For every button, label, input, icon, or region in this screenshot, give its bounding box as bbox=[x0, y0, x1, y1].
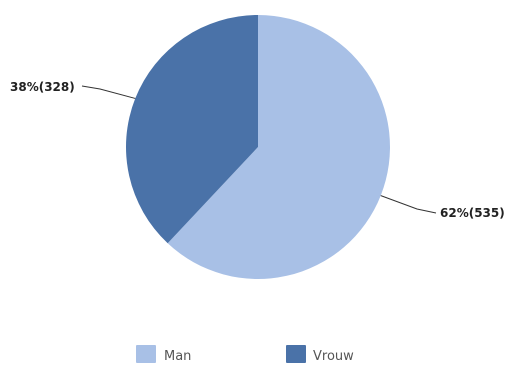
data-label-vrouw: 38%(328) bbox=[10, 80, 75, 94]
leader-line-vrouw bbox=[81, 85, 136, 99]
data-label-man: 62%(535) bbox=[440, 206, 505, 220]
legend-swatch-man[interactable] bbox=[136, 345, 156, 363]
pie-slices bbox=[126, 15, 390, 280]
pie-slice-vrouw[interactable] bbox=[126, 15, 258, 244]
legend-label-vrouw[interactable]: Vrouw bbox=[313, 349, 354, 364]
label-leaders bbox=[81, 85, 437, 214]
legend-label-man[interactable]: Man bbox=[164, 349, 191, 364]
slice-labels: 62%(535) 38%(328) bbox=[10, 80, 505, 220]
legend-swatch-vrouw[interactable] bbox=[286, 345, 306, 363]
legend: Man Vrouw bbox=[136, 345, 354, 364]
pie-slice-man[interactable] bbox=[167, 15, 390, 280]
leader-line-man bbox=[380, 195, 437, 214]
